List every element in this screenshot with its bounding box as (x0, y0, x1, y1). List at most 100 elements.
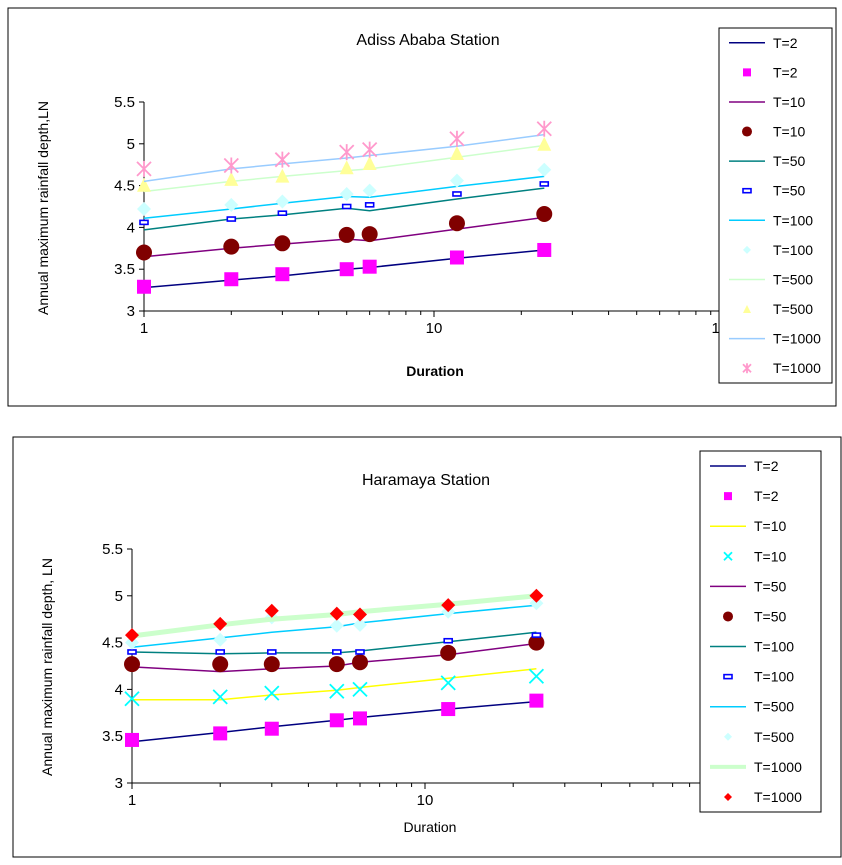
x-axis-label: Duration (406, 363, 464, 379)
legend-label: T=500 (773, 301, 813, 317)
data-point (137, 177, 151, 192)
data-point (339, 186, 354, 201)
data-point (329, 618, 344, 633)
data-point (264, 603, 279, 618)
legend-item: T=50 (723, 608, 787, 624)
legend-label: T=2 (754, 488, 779, 504)
legend-item: T=500 (729, 271, 813, 287)
legend-label: T=1000 (754, 789, 802, 805)
data-point (127, 649, 137, 655)
data-point (213, 632, 228, 647)
data-point (224, 197, 239, 212)
legend-label: T=100 (773, 242, 813, 258)
series-t-500-observed (137, 136, 552, 192)
data-point (137, 202, 151, 217)
legend-item: T=100 (723, 669, 794, 685)
legend-item: T=2 (710, 458, 779, 474)
legend-label: T=10 (754, 548, 787, 564)
data-point (339, 160, 354, 175)
legend-label: T=50 (773, 183, 806, 199)
data-point (266, 649, 277, 655)
y-axis-label: Annual maximum rainfall depth,LN (35, 101, 51, 315)
data-point (529, 588, 544, 603)
data-point (224, 171, 239, 186)
data-point (449, 145, 464, 160)
data-point (212, 656, 229, 673)
legend-label: T=2 (754, 458, 779, 474)
series-t-50-observed (124, 634, 545, 673)
legend: T=2 T=2 T=10 T=10 T=50 T=50 T=100 T=100 T=500 T=5… (718, 27, 833, 384)
x-tick-label: 10 (417, 792, 434, 809)
data-point (352, 617, 367, 632)
legend: T=2 T=2 T=10 T=10 T=50 T=50 T=100 T=100 T=500 T=5… (699, 450, 822, 813)
legend-label: T=2 (773, 35, 798, 51)
x-axis-label: Duration (404, 819, 457, 835)
legend-swatch-marker (743, 68, 751, 77)
series-t-1000-observed (136, 120, 552, 177)
y-tick-label: 5.5 (114, 94, 135, 111)
data-point (277, 210, 288, 216)
series-t-2-observed (137, 242, 552, 294)
y-tick-label: 3.5 (102, 728, 123, 745)
chart-frame (7, 7, 837, 407)
series-t-2-observed (125, 693, 544, 747)
data-point (275, 267, 290, 282)
data-point (536, 206, 553, 223)
legend-swatch-marker (724, 792, 732, 801)
legend-label: T=500 (754, 729, 794, 745)
legend-swatch-marker (724, 492, 732, 501)
legend-item: T=50 (729, 153, 806, 169)
y-tick-label: 4.5 (102, 635, 123, 652)
legend-label: T=1000 (773, 331, 821, 347)
data-point (213, 616, 228, 631)
plot-area: 33.544.555.5110100 (114, 94, 736, 337)
legend-item: T=500 (743, 301, 813, 317)
data-point (275, 168, 290, 183)
series-t-10-observed (136, 206, 553, 261)
data-point (263, 656, 280, 673)
x-tick-label: 1 (128, 792, 136, 809)
data-point (274, 151, 291, 168)
y-tick-label: 5 (127, 136, 135, 153)
data-point (537, 242, 552, 257)
data-point (329, 683, 345, 699)
data-point (338, 226, 355, 243)
data-point (440, 644, 457, 661)
data-point (449, 173, 464, 188)
legend-label: T=500 (754, 699, 794, 715)
legend-label: T=10 (754, 518, 787, 534)
data-point (355, 649, 365, 655)
y-axis-label: Annual maximum rainfall depth, LN (39, 558, 55, 776)
legend-item: T=100 (729, 212, 813, 228)
y-tick-label: 3 (115, 775, 123, 792)
legend-box (718, 27, 833, 384)
legend-label: T=10 (773, 124, 806, 140)
y-tick-label: 3 (127, 303, 135, 320)
legend-item: T=1000 (724, 789, 802, 805)
chart-title: Adiss Ababa Station (356, 32, 499, 49)
data-point (124, 691, 140, 707)
data-point (264, 685, 280, 701)
y-tick-label: 4.5 (114, 178, 135, 195)
y-tick-label: 5.5 (102, 541, 123, 558)
legend-item: T=10 (742, 124, 806, 140)
legend-item: T=100 (743, 242, 813, 258)
legend-swatch-marker (743, 305, 751, 314)
chart-adiss-ababa: Adiss Ababa Station Annual maximum rainf… (7, 7, 837, 407)
data-point (537, 162, 552, 177)
data-point (539, 181, 550, 187)
series-t-10-observed (124, 668, 545, 707)
data-point (339, 144, 355, 161)
data-point (362, 259, 377, 274)
data-point (364, 202, 375, 208)
y-tick-label: 5 (115, 588, 123, 605)
legend-label: T=10 (773, 94, 806, 110)
legend-item: T=500 (710, 699, 794, 715)
legend-label: T=1000 (773, 360, 821, 376)
data-point (136, 160, 152, 177)
legend-item: T=1000 (729, 331, 821, 347)
legend-swatch-marker (723, 611, 733, 622)
legend-item: T=10 (723, 548, 787, 564)
data-point (352, 607, 367, 622)
